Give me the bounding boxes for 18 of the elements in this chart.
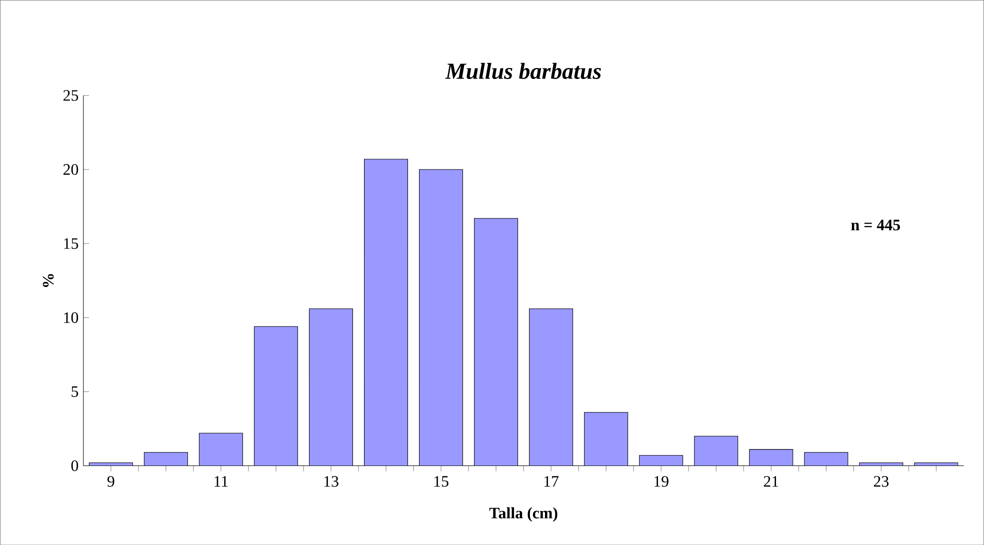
y-tick-label: 20 — [63, 164, 78, 175]
x-tick-label: 15 — [434, 476, 448, 487]
x-tick-label: 11 — [214, 476, 228, 486]
y-tick-label: 25 — [63, 90, 78, 101]
chart-title: Mullus barbatus — [445, 62, 601, 79]
y-tick-label: 0 — [71, 460, 78, 471]
x-tick-label: 23 — [874, 476, 889, 487]
y-tick-label: 5 — [72, 386, 78, 397]
x-tick-label: 17 — [544, 476, 559, 486]
x-axis-title: Talla (cm) — [489, 507, 558, 522]
y-tick-label: 10 — [64, 312, 78, 323]
y-tick-label: 15 — [64, 238, 78, 249]
y-axis-title: % — [42, 274, 54, 287]
annotation: n = 445 — [851, 220, 900, 230]
x-tick-label: 21 — [764, 476, 778, 486]
x-tick-label: 9 — [107, 476, 114, 487]
x-tick-label: 13 — [324, 476, 338, 487]
x-tick-label: 19 — [654, 476, 668, 487]
